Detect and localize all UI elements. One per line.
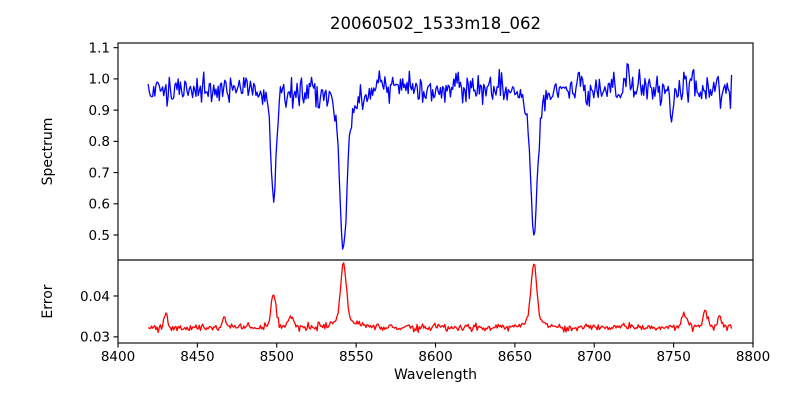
x-tick-label: 8800 — [736, 349, 770, 365]
spectrum-y-tick-label: 1.0 — [89, 72, 110, 88]
spectrum-y-tick-label: 0.9 — [89, 103, 110, 119]
spectrum-y-tick-label: 0.5 — [89, 228, 110, 244]
x-tick-label: 8700 — [577, 349, 611, 365]
x-tick-label: 8600 — [418, 349, 452, 365]
spectrum-y-tick-label: 0.8 — [89, 134, 110, 150]
x-tick-label: 8500 — [260, 349, 294, 365]
x-tick-label: 8400 — [101, 349, 135, 365]
x-axis-label: Wavelength — [394, 367, 477, 383]
error-y-tick-label: 0.04 — [80, 289, 110, 305]
x-tick-label: 8750 — [656, 349, 690, 365]
chart-title: 20060502_1533m18_062 — [330, 14, 541, 34]
error-panel-border — [117, 259, 754, 344]
y-axis-label-spectrum: Spectrum — [40, 118, 56, 186]
plot-area: 0.5 0.6 0.7 0.8 0.9 1.0 1.1 0.03 0.04 8400 8450 850… — [80, 40, 770, 365]
x-tick-label: 8450 — [180, 349, 214, 365]
spectrum-panel-border — [117, 42, 754, 261]
error-y-tick-label: 0.03 — [80, 330, 110, 346]
spectrum-y-tick-label: 1.1 — [89, 40, 110, 56]
error-line — [147, 262, 733, 334]
y-axis-label-error: Error — [40, 284, 56, 318]
x-tick-label: 8650 — [498, 349, 532, 365]
spectrum-y-tick-label: 0.7 — [89, 165, 110, 181]
spectrum-y-tick-label: 0.6 — [89, 197, 110, 213]
spectrum-line — [147, 63, 733, 250]
x-tick-label: 8550 — [339, 349, 373, 365]
